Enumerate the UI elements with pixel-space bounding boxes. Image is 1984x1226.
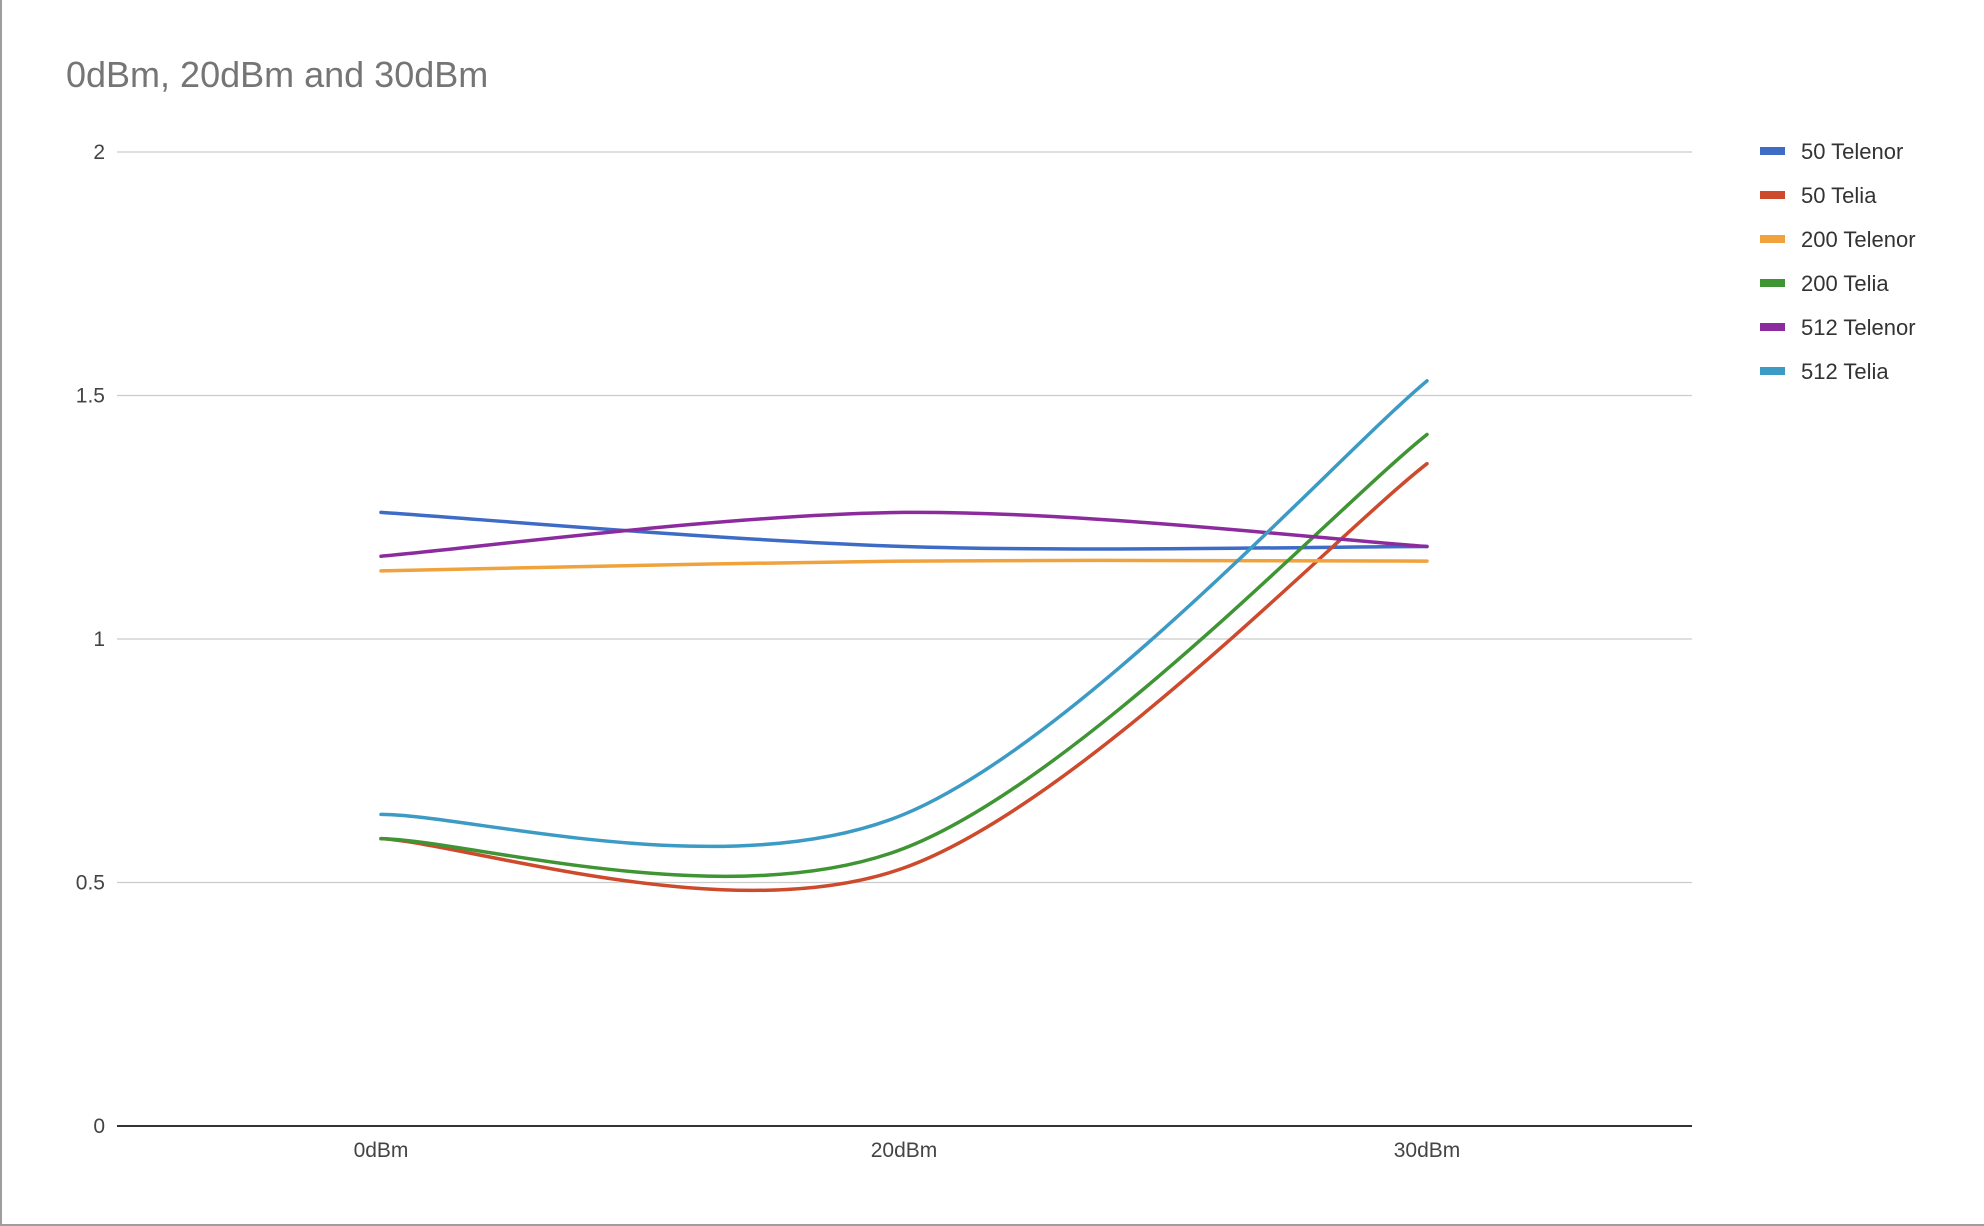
legend-label-200-telenor: 200 Telenor [1801,227,1916,252]
legend-label-50-telenor: 50 Telenor [1801,139,1903,164]
legend-label-512-telenor: 512 Telenor [1801,315,1916,340]
series-line-200-telenor [379,558,1429,573]
y-tick-label: 1 [93,628,105,651]
x-tick-label: 30dBm [1394,1139,1461,1162]
series-line-50-telenor [379,510,1429,551]
y-tick-label: 0 [93,1115,105,1138]
y-tick-label: 1.5 [76,385,105,408]
legend-swatch-512-telenor [1760,323,1785,331]
legend-swatch-512-telia [1760,367,1785,375]
series-line-200-telia [379,432,1429,879]
series-line-512-telenor [379,510,1429,558]
y-tick-label: 2 [93,141,105,164]
legend-swatch-50-telenor [1760,147,1785,155]
legend-label-512-telia: 512 Telia [1801,359,1889,384]
legend-swatch-50-telia [1760,191,1785,199]
legend-label-50-telia: 50 Telia [1801,183,1877,208]
legend-label-200-telia: 200 Telia [1801,271,1889,296]
chart-title: 0dBm, 20dBm and 30dBm [66,54,489,95]
y-tick-label: 0.5 [76,872,105,895]
x-tick-label: 0dBm [354,1139,409,1162]
series-line-50-telia [379,461,1429,893]
x-tick-label: 20dBm [871,1139,938,1162]
legend-swatch-200-telenor [1760,235,1785,243]
series-line-512-telia [379,379,1429,849]
legend-swatch-200-telia [1760,279,1785,287]
